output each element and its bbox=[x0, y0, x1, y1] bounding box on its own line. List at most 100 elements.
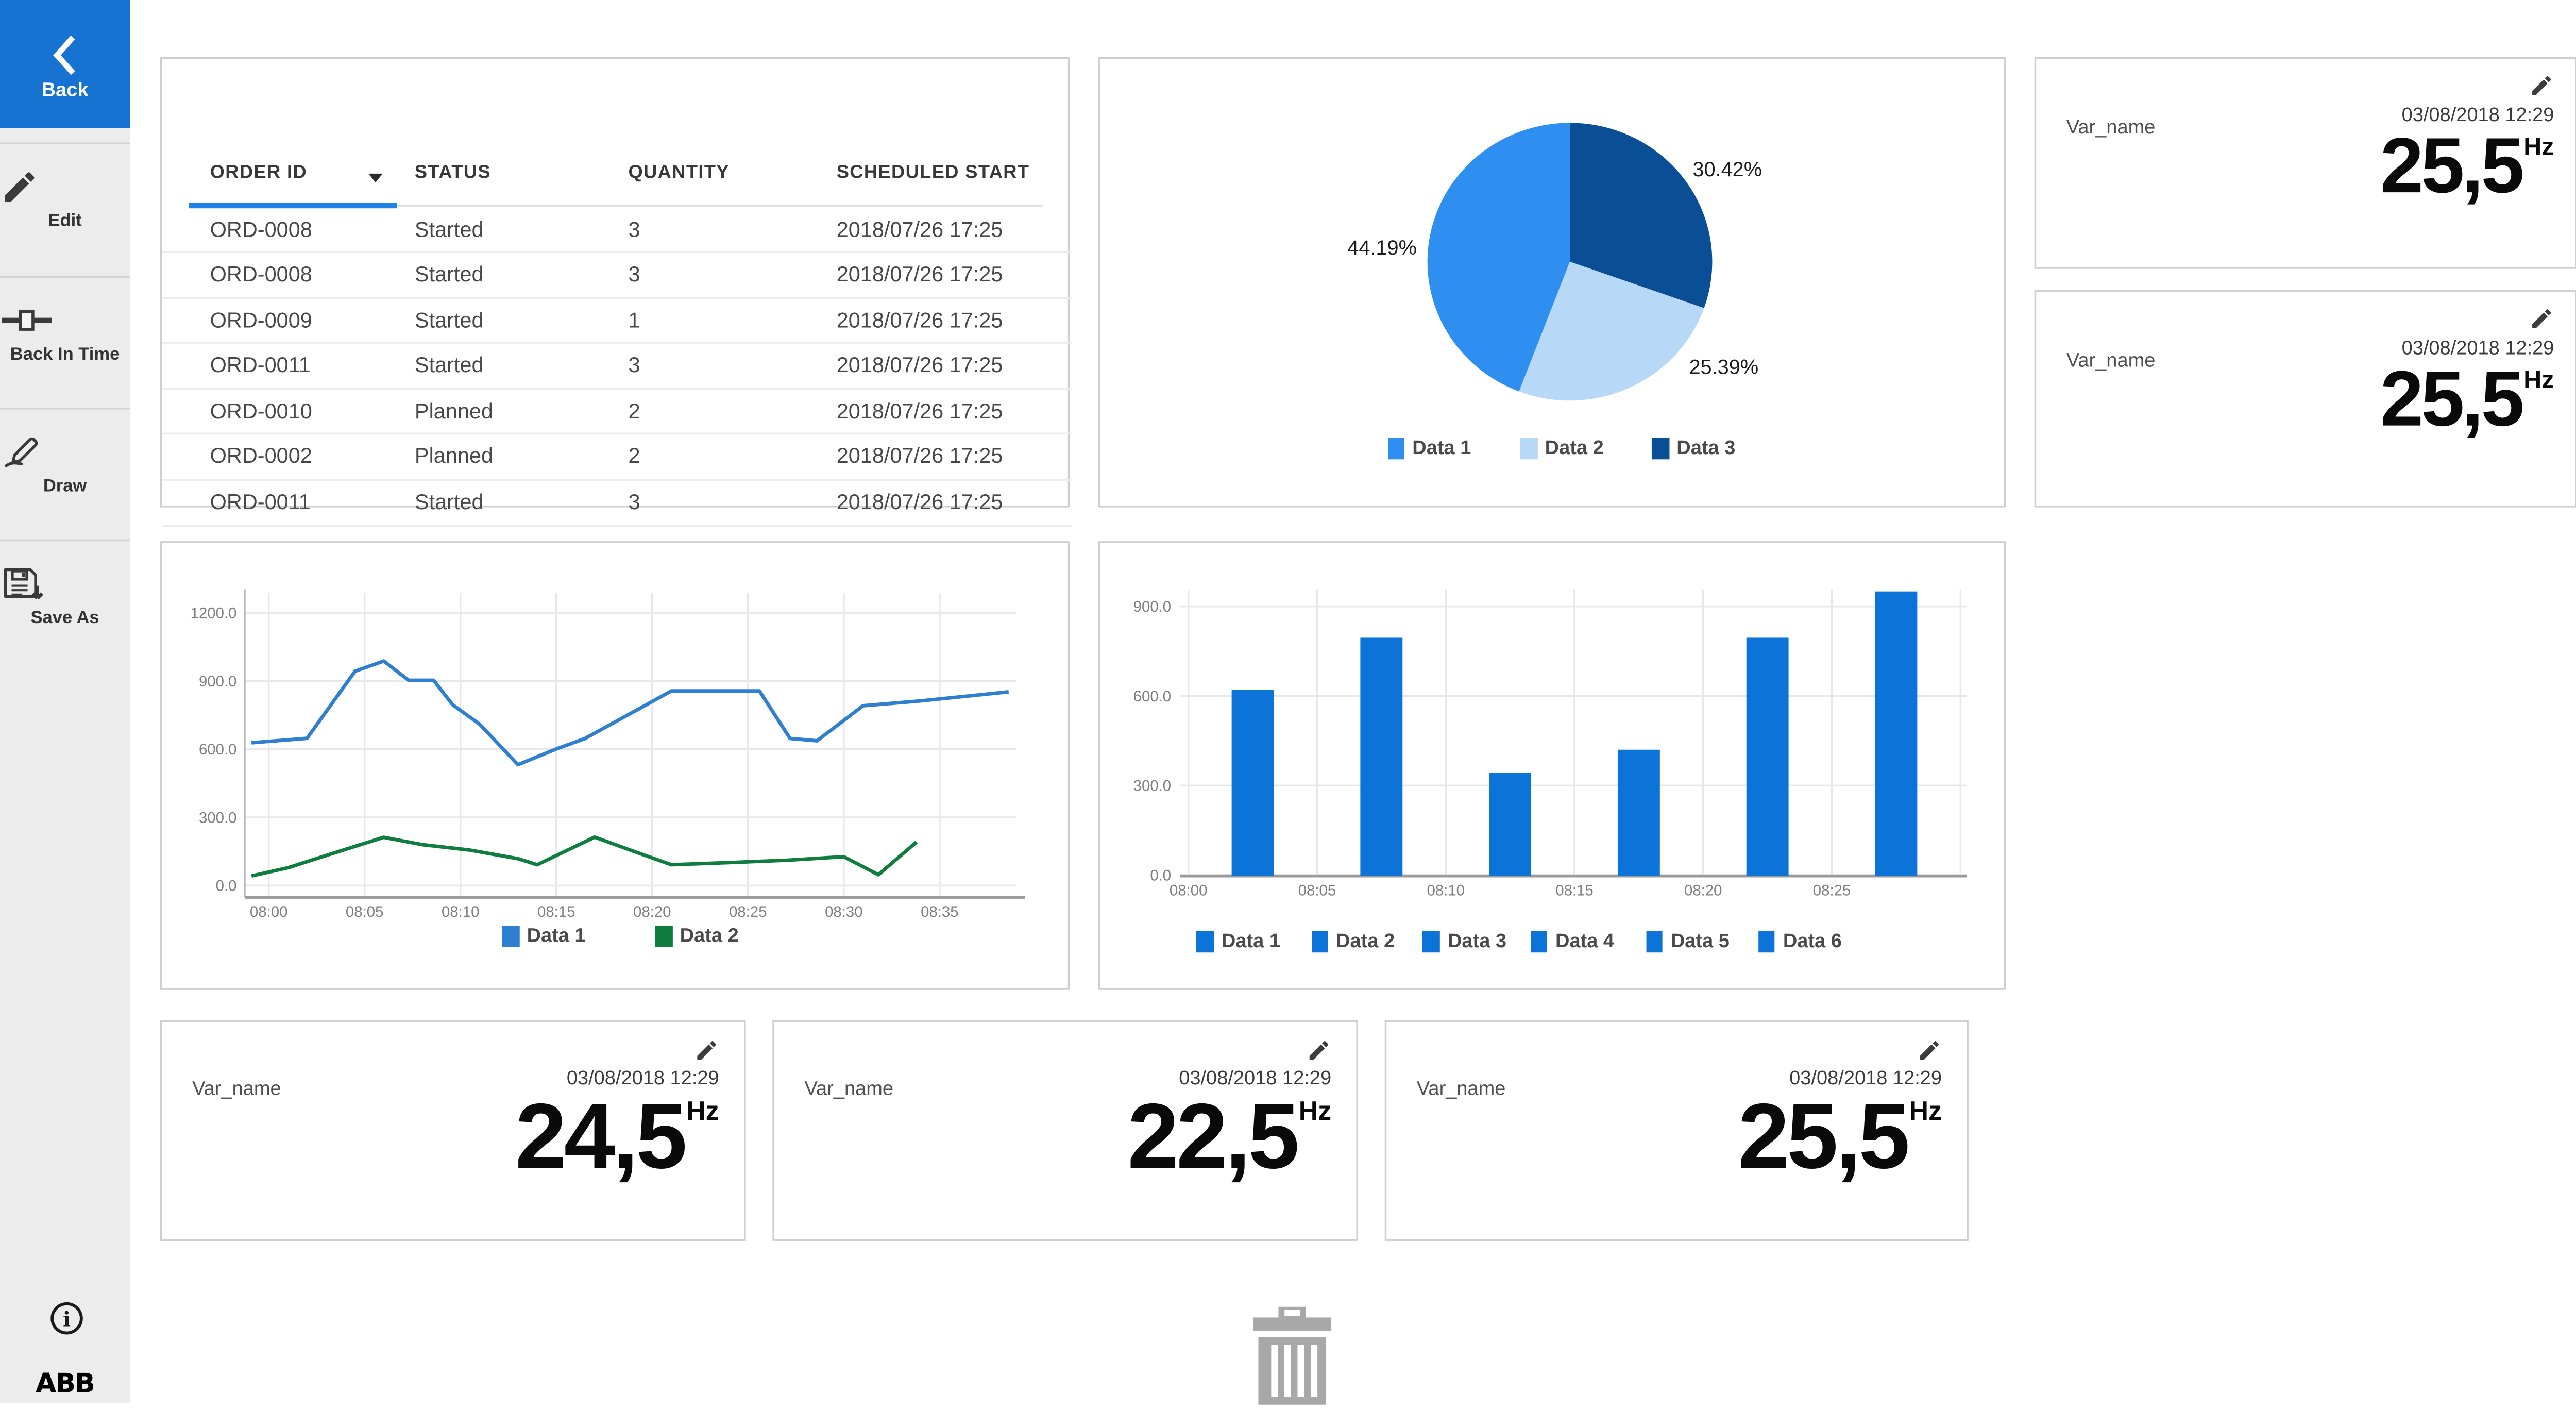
table-row[interactable]: ORD-0008 Started 3 2018/07/26 17:25 bbox=[162, 207, 1072, 253]
pencil-icon[interactable] bbox=[2529, 306, 2554, 331]
variable-name: Var_name bbox=[804, 1079, 894, 1100]
unit: Hz bbox=[2523, 365, 2554, 394]
table-cell: 3 bbox=[628, 352, 640, 378]
table-cell: Started bbox=[414, 307, 484, 332]
back-button[interactable]: Back bbox=[0, 0, 130, 128]
caret-down-icon bbox=[368, 173, 383, 183]
value-card: Var_name 03/08/2018 12:29 25,5 Hz bbox=[2034, 290, 2576, 508]
bar[interactable] bbox=[1746, 637, 1789, 876]
legend-swatch bbox=[1311, 931, 1328, 953]
table-cell: 2018/07/26 17:25 bbox=[836, 444, 1003, 469]
legend-label: Data 5 bbox=[1670, 931, 1730, 953]
table-cell: ORD-0008 bbox=[210, 216, 312, 242]
legend-swatch bbox=[1520, 438, 1537, 460]
legend-label: Data 1 bbox=[1412, 438, 1471, 460]
table-cell: Started bbox=[414, 490, 484, 515]
pencil-icon[interactable] bbox=[694, 1038, 719, 1063]
x-axis-tick-label: 08:10 bbox=[1427, 882, 1464, 899]
table-cell: ORD-0008 bbox=[210, 262, 312, 287]
x-axis-tick-label: 08:15 bbox=[537, 903, 575, 920]
table-cell: 3 bbox=[628, 490, 640, 515]
x-axis-tick-label: 08:05 bbox=[1298, 882, 1336, 899]
line-chart: 1200.0 900.0 600.0 300.0 0.0 08:00 08:05 08:10 0… bbox=[191, 589, 1025, 920]
sidebar-item-save-as[interactable]: Save As bbox=[0, 539, 130, 673]
table-cell: Planned bbox=[414, 444, 494, 469]
pencil-icon[interactable] bbox=[2529, 73, 2554, 98]
pie-slice[interactable] bbox=[1570, 123, 1713, 308]
trash-icon[interactable] bbox=[1249, 1306, 1335, 1410]
x-axis-tick-label: 08:35 bbox=[921, 903, 958, 920]
table-cell: 2 bbox=[628, 444, 640, 469]
column-header-quantity[interactable]: QUANTITY bbox=[628, 162, 730, 183]
table-row[interactable]: ORD-0008 Started 3 2018/07/26 17:25 bbox=[162, 253, 1072, 299]
back-chevron-icon bbox=[44, 30, 87, 80]
value-card: Var_name 03/08/2018 12:29 22,5 Hz bbox=[772, 1020, 1358, 1241]
timestamp: 03/08/2018 12:29 bbox=[1179, 1068, 1332, 1090]
value-card: Var_name 03/08/2018 12:29 25,5 Hz bbox=[2034, 57, 2576, 268]
y-axis-tick-label: 900.0 bbox=[1133, 598, 1171, 615]
sidebar-item-label: Save As bbox=[30, 609, 99, 629]
back-button-label: Back bbox=[41, 80, 89, 102]
bar[interactable] bbox=[1360, 637, 1403, 876]
value: 25,5 bbox=[2380, 356, 2524, 444]
table-row[interactable]: ORD-0009 Started 1 2018/07/26 17:25 bbox=[162, 298, 1072, 344]
svg-text:i: i bbox=[63, 1308, 71, 1332]
legend-swatch bbox=[1646, 931, 1663, 953]
bar[interactable] bbox=[1617, 749, 1660, 876]
table-cell: 3 bbox=[628, 262, 640, 287]
sidebar-item-edit[interactable]: Edit bbox=[0, 142, 130, 276]
legend-label: Data 2 bbox=[680, 926, 739, 947]
y-axis-tick-label: 1200.0 bbox=[191, 605, 237, 622]
column-header-scheduled-start[interactable]: SCHEDULED START bbox=[836, 162, 1030, 183]
value-readout: 22,5 Hz bbox=[1127, 1092, 1331, 1184]
table-cell: Started bbox=[414, 352, 484, 378]
value-readout: 25,5 Hz bbox=[1738, 1092, 1942, 1184]
legend-swatch bbox=[1530, 931, 1548, 953]
table-cell: ORD-0010 bbox=[210, 398, 312, 424]
legend-label: Data 3 bbox=[1676, 438, 1736, 460]
sort-active-underline bbox=[189, 203, 397, 208]
x-axis-tick-label: 08:10 bbox=[442, 903, 479, 920]
x-axis-tick-label: 08:05 bbox=[346, 903, 383, 920]
bar-chart-card: 900.0 600.0 300.0 0.0 08:00 08:05 08:10 08:15 08… bbox=[1098, 541, 2006, 990]
sidebar-item-draw[interactable]: Draw bbox=[0, 408, 130, 541]
pencil-icon[interactable] bbox=[1307, 1038, 1331, 1063]
y-axis-tick-label: 300.0 bbox=[1133, 778, 1171, 795]
value-readout: 24,5 Hz bbox=[515, 1092, 719, 1184]
pencil-icon[interactable] bbox=[1917, 1038, 1942, 1063]
legend-swatch bbox=[1422, 931, 1440, 953]
table-cell: 2018/07/26 17:25 bbox=[836, 216, 1003, 242]
sidebar: Back Edit Back In Time bbox=[0, 0, 130, 1403]
legend-swatch bbox=[502, 926, 519, 947]
x-axis-tick-label: 08:30 bbox=[825, 903, 862, 920]
bar[interactable] bbox=[1231, 690, 1274, 876]
x-axis-tick-label: 08:20 bbox=[1684, 882, 1722, 899]
table-cell: 2018/07/26 17:25 bbox=[836, 398, 1003, 424]
legend-label: Data 6 bbox=[1783, 931, 1842, 953]
save-as-floppy-icon bbox=[0, 564, 130, 605]
pie-value-label: 25.39% bbox=[1689, 356, 1758, 378]
pie-slice[interactable] bbox=[1427, 123, 1570, 392]
table-row[interactable]: ORD-0002 Planned 2 2018/07/26 17:25 bbox=[162, 435, 1072, 481]
pie-slice[interactable] bbox=[1519, 261, 1704, 401]
time-slider-icon bbox=[0, 301, 130, 340]
column-header-status[interactable]: STATUS bbox=[414, 162, 491, 183]
table-row[interactable]: ORD-0010 Planned 2 2018/07/26 17:25 bbox=[162, 390, 1072, 435]
table-cell: Planned bbox=[414, 398, 494, 424]
legend-swatch bbox=[1758, 931, 1775, 953]
bar[interactable] bbox=[1489, 773, 1532, 876]
table-cell: 3 bbox=[628, 216, 640, 242]
pie-chart-card: 30.42% 44.19% 25.39% Data 1 Data 2 Data 3 bbox=[1098, 57, 2006, 508]
bar[interactable] bbox=[1875, 591, 1918, 876]
line-series bbox=[251, 835, 918, 878]
y-axis-tick-label: 600.0 bbox=[1133, 688, 1171, 705]
legend-label: Data 4 bbox=[1555, 931, 1615, 953]
table-row[interactable]: ORD-0011 Started 3 2018/07/26 17:25 bbox=[162, 344, 1072, 390]
sidebar-item-back-in-time[interactable]: Back In Time bbox=[0, 276, 130, 409]
table-cell: 2 bbox=[628, 398, 640, 424]
info-icon[interactable]: i bbox=[50, 1301, 84, 1335]
legend-label: Data 1 bbox=[1221, 931, 1281, 953]
table-row[interactable]: ORD-0011 Started 3 2018/07/26 17:25 bbox=[162, 481, 1072, 527]
column-header-order-id[interactable]: ORDER ID bbox=[210, 162, 307, 183]
